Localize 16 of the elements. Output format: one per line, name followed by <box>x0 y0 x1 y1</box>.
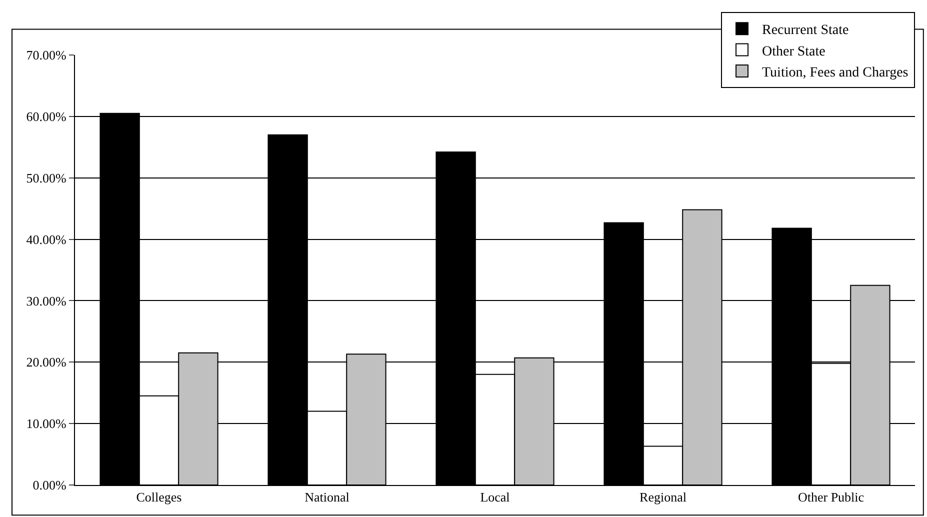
legend-label: Other State <box>762 44 826 60</box>
y-tick-label: 70.00% <box>26 48 67 63</box>
y-tick-label: 20.00% <box>26 354 67 370</box>
legend-label: Recurrent State <box>762 23 849 38</box>
y-tick-label: 50.00% <box>26 170 67 186</box>
y-tick-label: 60.00% <box>26 108 67 124</box>
y-tick-label: 10.00% <box>26 416 67 432</box>
legend-label: Tuition, Fees and Charges <box>762 65 908 80</box>
x-tick-label: National <box>304 490 350 505</box>
x-tick-label: Other Public <box>798 490 864 505</box>
x-tick-label: Colleges <box>136 490 182 505</box>
y-tick-label: 40.00% <box>26 232 67 247</box>
y-tick-label: 0.00% <box>32 478 67 493</box>
x-tick-label: Local <box>480 490 510 505</box>
y-tick-label: 30.00% <box>26 293 67 308</box>
x-tick-label: Regional <box>640 490 687 505</box>
